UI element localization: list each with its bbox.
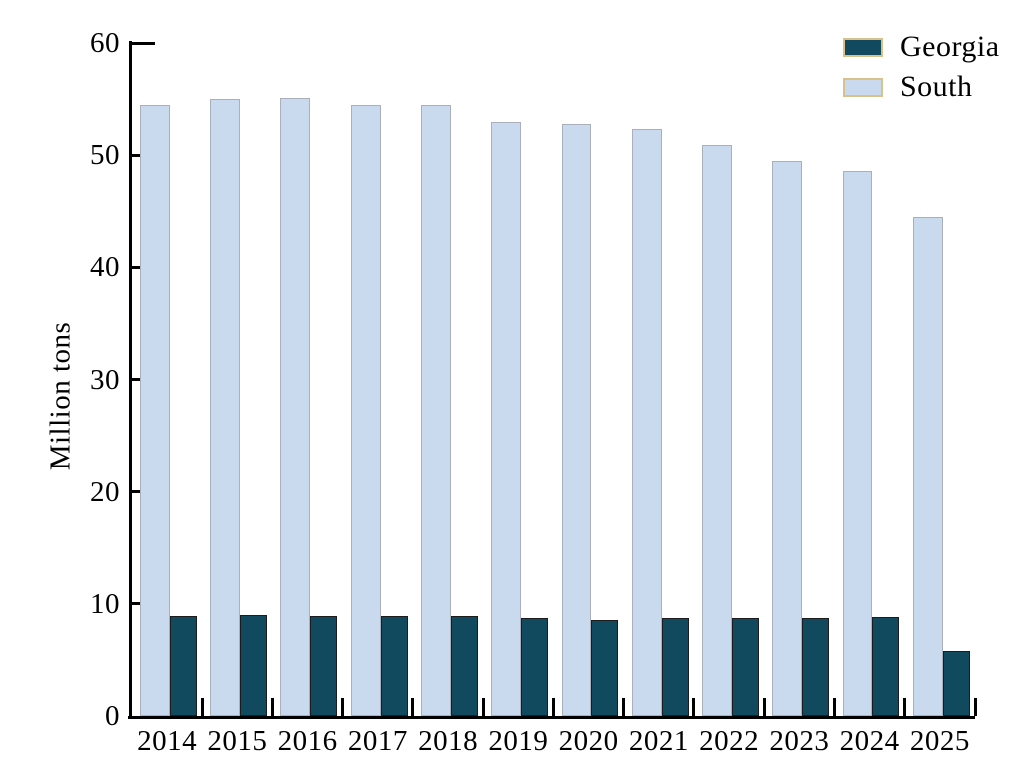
bar-georgia-2022: [731, 618, 759, 716]
x-tick-4: [411, 698, 415, 716]
x-tick-label-2014: 2014: [137, 725, 198, 757]
bar-georgia-2025: [942, 650, 970, 716]
legend-item-south: South: [843, 67, 1000, 107]
y-tick-label-10: 10: [90, 587, 120, 620]
bar-group-2017: [343, 43, 413, 716]
bar-group-2018: [413, 43, 483, 716]
y-tick-30: [132, 378, 145, 381]
legend-swatch-georgia: [843, 37, 883, 57]
y-tick-40: [132, 265, 145, 269]
y-axis-line: [129, 41, 132, 719]
bar-group-2022: [694, 43, 764, 716]
bar-south-2024: [842, 170, 873, 716]
bar-south-2019: [491, 121, 522, 716]
bar-georgia-2014: [169, 616, 197, 716]
bar-south-2020: [561, 123, 592, 716]
y-axis-tick-labels: 0 10 20 30 40 50 60: [0, 27, 120, 732]
x-tick-7: [622, 698, 626, 716]
x-tick-3: [341, 698, 345, 716]
y-tick-10: [132, 602, 145, 606]
x-tick-label-2018: 2018: [418, 725, 479, 757]
y-tick-label-40: 40: [90, 251, 120, 284]
x-tick-label-2021: 2021: [628, 725, 689, 757]
bar-south-2023: [772, 160, 803, 716]
x-tick-label-2020: 2020: [558, 725, 619, 757]
x-tick-6: [552, 698, 555, 716]
x-tick-11: [903, 698, 907, 716]
bar-south-2021: [631, 129, 662, 716]
legend-label-georgia: Georgia: [900, 30, 1000, 63]
y-tick-20: [132, 490, 145, 494]
y-tick-label-30: 30: [90, 363, 120, 396]
bar-south-2018: [420, 104, 451, 716]
legend-swatch-south: [843, 77, 883, 97]
x-tick-12: [973, 698, 977, 716]
x-axis-tick-labels: 2014 2015 2016 2017 2018 2019 2020 2021 2022 2023…: [132, 722, 975, 764]
bar-georgia-2020: [591, 619, 619, 716]
legend: Georgia South: [843, 27, 1000, 107]
legend-item-georgia: Georgia: [843, 27, 1000, 67]
x-tick-10: [833, 698, 836, 716]
y-tick-60: [132, 41, 155, 45]
x-tick-label-2015: 2015: [207, 725, 268, 757]
x-tick-label-2024: 2024: [839, 725, 900, 757]
bar-group-2016: [272, 43, 342, 716]
x-tick-label-2022: 2022: [699, 725, 760, 757]
y-tick-label-60: 60: [90, 27, 120, 59]
bar-south-2014: [140, 104, 170, 716]
bar-georgia-2017: [380, 616, 408, 716]
bar-south-2016: [280, 97, 311, 716]
x-tick-label-2025: 2025: [909, 725, 970, 757]
y-tick-label-0: 0: [105, 700, 120, 732]
legend-label-south: South: [900, 70, 973, 103]
bar-group-2019: [483, 43, 553, 716]
bar-georgia-2018: [450, 616, 478, 716]
bar-group-2020: [554, 43, 624, 716]
bar-georgia-2021: [661, 618, 689, 716]
x-tick-8: [692, 698, 696, 716]
x-tick-1: [200, 698, 204, 716]
bar-south-2022: [701, 145, 732, 716]
bar-georgia-2019: [521, 618, 549, 716]
plot-area: [128, 41, 977, 719]
bar-georgia-2016: [310, 616, 338, 716]
bar-south-2025: [912, 216, 943, 716]
x-tick-label-2023: 2023: [769, 725, 830, 757]
x-tick-label-2016: 2016: [277, 725, 338, 757]
bar-georgia-2023: [802, 618, 830, 716]
x-tick-5: [481, 698, 485, 716]
bar-georgia-2015: [240, 615, 268, 716]
bar-south-2015: [210, 99, 241, 716]
bar-georgia-2024: [872, 617, 900, 716]
bar-group-2021: [624, 43, 694, 716]
x-axis-line: [128, 716, 975, 719]
bar-group-2023: [764, 43, 834, 716]
bar-group-2024: [835, 43, 905, 716]
y-tick-50: [132, 153, 145, 157]
x-tick-label-2019: 2019: [488, 725, 549, 757]
bar-group-2014: [132, 43, 202, 716]
y-tick-label-50: 50: [90, 139, 120, 172]
bar-group-2015: [202, 43, 272, 716]
bar-south-2017: [350, 104, 381, 716]
y-tick-label-20: 20: [90, 475, 120, 508]
x-tick-label-2017: 2017: [347, 725, 408, 757]
bar-group-2025: [905, 43, 975, 716]
x-tick-2: [270, 698, 274, 716]
x-tick-9: [762, 698, 766, 716]
